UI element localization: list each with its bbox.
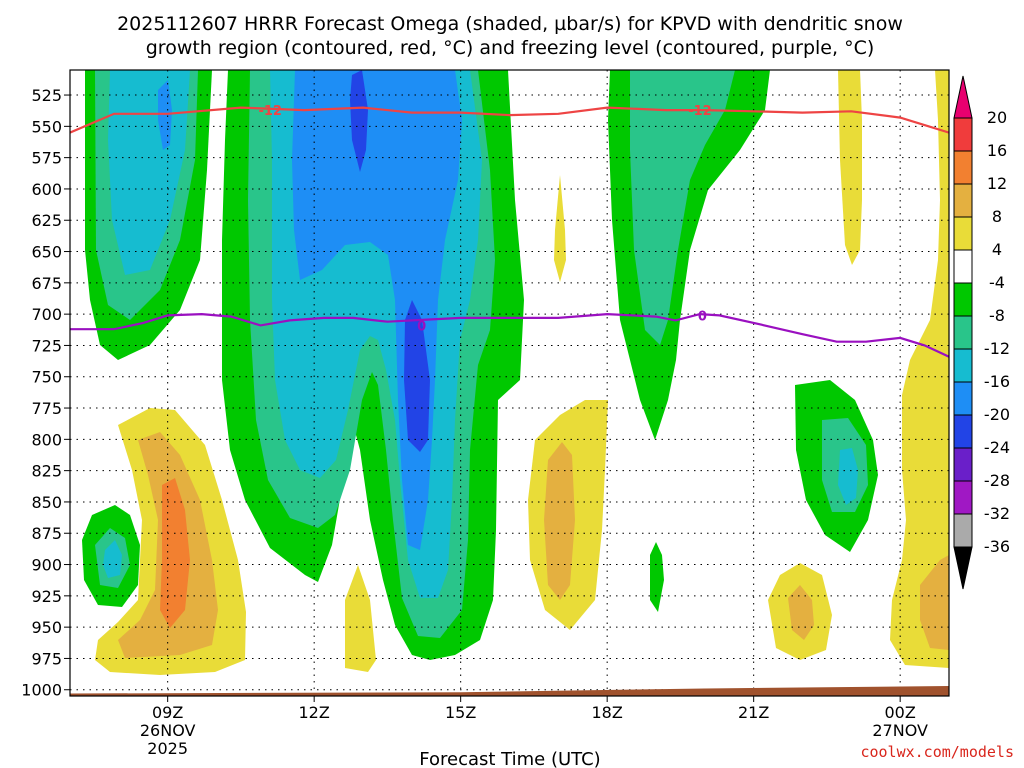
contour-line-dendritic-neg12	[70, 106, 949, 134]
colorbar-arrow-top	[953, 75, 973, 119]
y-tick-label: 750	[31, 368, 62, 387]
y-tick-label: 775	[31, 399, 62, 418]
credit-text: coolwx.com/models	[860, 743, 1014, 761]
y-tick-label: 675	[31, 274, 62, 293]
omega-region-neg16-lowleft	[103, 540, 122, 578]
chart-title-line-2: growth region (contoured, red, °C) and f…	[146, 37, 875, 59]
plot-border	[69, 69, 950, 697]
colorbar-label: 8	[992, 207, 1002, 226]
colorbar: 20 16 12 8 4 -4 -8 -12 -16 -20 -24 -28 -32 -36	[953, 75, 1010, 590]
contour-label: 0	[698, 309, 707, 324]
y-axis: 525 550 575 600 625 650 675 700 725 750 775 800 825 8…	[21, 86, 70, 700]
colorbar-swatch	[953, 282, 973, 317]
omega-shading	[82, 70, 949, 675]
y-tick-label: 925	[31, 587, 62, 606]
omega-region-pos4-right	[890, 70, 949, 668]
contour-layer: -12 -12 0 0	[70, 104, 949, 358]
x-tick-label: 21Z	[738, 703, 769, 722]
y-tick-label: 525	[31, 86, 62, 105]
colorbar-swatch	[953, 315, 973, 350]
contour-label: -12	[688, 104, 712, 119]
y-tick-label: 825	[31, 462, 62, 481]
colorbar-swatch	[953, 249, 973, 284]
colorbar-arrow-bottom	[953, 546, 973, 590]
y-tick-label: 575	[31, 149, 62, 168]
colorbar-label: -32	[984, 504, 1010, 523]
y-tick-label: 900	[31, 556, 62, 575]
colorbar-label: -24	[984, 438, 1010, 457]
x-tick-label: 27NOV	[872, 721, 928, 740]
colorbar-swatch	[953, 183, 973, 218]
colorbar-label: 16	[987, 141, 1007, 160]
y-tick-label: 850	[31, 493, 62, 512]
y-tick-label: 950	[31, 618, 62, 637]
chart-title-line-1: 2025112607 HRRR Forecast Omega (shaded, …	[117, 13, 903, 35]
omega-region-neg12-mid	[630, 70, 735, 345]
x-tick-label: 15Z	[445, 703, 476, 722]
colorbar-swatch	[953, 480, 973, 515]
contour-label: -12	[258, 104, 282, 119]
y-tick-label: 600	[31, 180, 62, 199]
y-tick-label: 800	[31, 430, 62, 449]
colorbar-label: -4	[989, 273, 1005, 292]
omega-region-neg16-right	[838, 448, 858, 505]
x-tick-label: 26NOV	[140, 721, 196, 740]
y-tick-label: 625	[31, 211, 62, 230]
omega-region-pos4-small	[554, 175, 566, 282]
colorbar-swatch	[953, 513, 973, 548]
colorbar-swatch	[953, 381, 973, 416]
y-tick-label: 875	[31, 524, 62, 543]
colorbar-label: -12	[984, 339, 1010, 358]
omega-region-pos8-right	[920, 555, 949, 650]
omega-region-pos4-lowmid	[345, 565, 376, 672]
terrain-surface	[70, 685, 949, 696]
colorbar-label: 12	[987, 174, 1007, 193]
x-tick-label: 12Z	[299, 703, 330, 722]
omega-region-pos4-upright	[838, 70, 862, 265]
colorbar-swatch	[953, 414, 973, 449]
omega-region-pos8-lowright	[788, 585, 814, 640]
omega-region-neg20-left	[158, 80, 172, 150]
colorbar-label: -28	[984, 471, 1010, 490]
omega-region-neg24-mid	[404, 300, 430, 452]
colorbar-swatch	[953, 117, 973, 152]
colorbar-label: -8	[989, 306, 1005, 325]
colorbar-label: 4	[992, 240, 1002, 259]
colorbar-swatch	[953, 447, 973, 482]
y-tick-label: 975	[31, 649, 62, 668]
x-tick-label: 09Z	[152, 703, 183, 722]
omega-region-pos8-center	[544, 442, 575, 600]
x-tick-label: 18Z	[592, 703, 623, 722]
contour-line-freezing-0	[70, 312, 949, 358]
x-tick-label: 2025	[147, 739, 188, 758]
grid-lines	[70, 70, 949, 696]
y-tick-label: 550	[31, 117, 62, 136]
y-tick-label: 725	[31, 336, 62, 355]
omega-region-neg8-small	[650, 542, 664, 612]
y-tick-label: 1000	[21, 681, 62, 700]
y-tick-label: 650	[31, 243, 62, 262]
colorbar-swatch	[953, 348, 973, 383]
colorbar-label: -16	[984, 372, 1010, 391]
y-tick-label: 700	[31, 305, 62, 324]
colorbar-label: -20	[984, 405, 1010, 424]
colorbar-label: -36	[984, 537, 1010, 556]
colorbar-swatch	[953, 150, 973, 185]
colorbar-swatch	[953, 216, 973, 251]
contour-label: 0	[417, 319, 426, 334]
x-tick-label: 00Z	[885, 703, 916, 722]
colorbar-label: 20	[987, 108, 1007, 127]
x-axis-title: Forecast Time (UTC)	[419, 749, 600, 768]
